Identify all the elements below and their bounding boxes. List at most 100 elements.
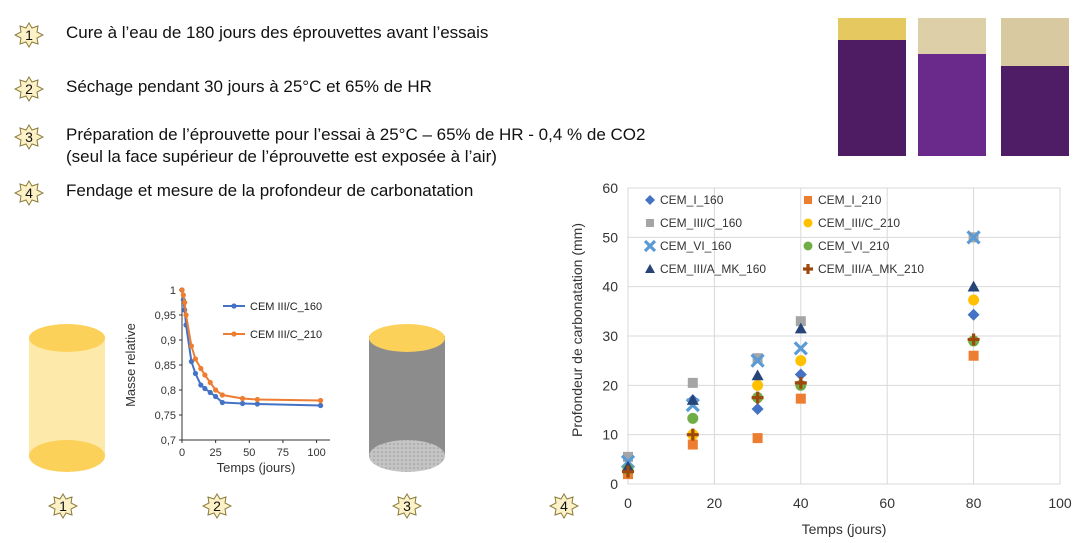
legend-marker bbox=[804, 196, 812, 204]
star-badge-icon: 2 bbox=[202, 493, 232, 519]
data-point bbox=[623, 451, 633, 462]
y-tick-label: 60 bbox=[602, 180, 618, 196]
data-point bbox=[202, 372, 208, 378]
x-tick-label: 0 bbox=[624, 495, 632, 511]
x-tick-label: 25 bbox=[210, 447, 222, 459]
legend-label: CEM_VI_160 bbox=[660, 239, 732, 253]
data-point bbox=[967, 308, 980, 321]
y-tick-label: 0,9 bbox=[161, 335, 176, 347]
svg-text:4: 4 bbox=[560, 498, 568, 514]
legend-label: CEM_I_210 bbox=[818, 193, 882, 207]
y-tick-label: 10 bbox=[602, 427, 618, 443]
data-point bbox=[213, 393, 219, 400]
legend-label: CEM_III/C_160 bbox=[660, 216, 742, 230]
data-point bbox=[752, 353, 763, 364]
data-point bbox=[795, 355, 807, 367]
legend-marker bbox=[645, 195, 655, 205]
x-axis-title: Temps (jours) bbox=[802, 521, 887, 537]
data-point bbox=[192, 356, 199, 362]
data-point bbox=[202, 385, 208, 392]
data-point bbox=[254, 401, 260, 407]
data-point bbox=[685, 397, 700, 413]
x-tick-label: 20 bbox=[707, 495, 723, 511]
svg-text:1: 1 bbox=[25, 27, 33, 43]
legend-label: CEM III/C_210 bbox=[250, 329, 322, 341]
step-4: 4 Fendage et mesure de la profondeur de … bbox=[14, 180, 473, 206]
y-tick-label: 0 bbox=[610, 476, 618, 492]
data-point bbox=[198, 382, 204, 388]
data-point bbox=[751, 369, 764, 381]
legend-label: CEM_III/A_MK_210 bbox=[818, 262, 924, 276]
y-tick-label: 40 bbox=[602, 279, 618, 295]
data-point bbox=[213, 387, 219, 393]
x-tick-label: 40 bbox=[793, 495, 809, 511]
data-point bbox=[794, 376, 807, 389]
data-point bbox=[687, 377, 698, 388]
data-point bbox=[207, 389, 213, 396]
data-point bbox=[794, 322, 807, 334]
data-point bbox=[751, 403, 764, 416]
data-point bbox=[182, 299, 188, 306]
star-badge-icon: 1 bbox=[48, 493, 78, 519]
data-point bbox=[966, 230, 981, 245]
star-badge-icon: 2 bbox=[14, 76, 44, 102]
series-group bbox=[622, 333, 980, 478]
data-point bbox=[219, 392, 225, 398]
y-tick-label: 30 bbox=[602, 328, 618, 344]
star-badge-icon: 4 bbox=[14, 180, 44, 206]
data-point bbox=[188, 343, 195, 349]
step-1: 1 Cure à l’eau de 180 jours des éprouvet… bbox=[14, 22, 488, 48]
y-axis-title: Profondeur de carbonatation (mm) bbox=[569, 223, 585, 437]
legend-marker bbox=[231, 331, 237, 337]
series-group bbox=[622, 280, 980, 472]
specimen-photo-1 bbox=[838, 18, 906, 156]
y-tick-label: 0,85 bbox=[155, 360, 176, 372]
svg-text:1: 1 bbox=[59, 498, 67, 514]
svg-text:3: 3 bbox=[403, 498, 411, 514]
data-point bbox=[967, 333, 980, 346]
data-point bbox=[687, 439, 698, 450]
y-tick-label: 0,8 bbox=[161, 385, 176, 397]
y-tick-label: 0,7 bbox=[161, 435, 176, 447]
legend-marker bbox=[803, 218, 813, 228]
data-point bbox=[967, 280, 980, 292]
data-point bbox=[317, 402, 324, 409]
data-point bbox=[795, 393, 806, 404]
data-point bbox=[686, 428, 699, 441]
legend-label: CEM_I_160 bbox=[660, 193, 724, 207]
step-text: Préparation de l’éprouvette pour l’essai… bbox=[66, 125, 646, 166]
data-point bbox=[686, 394, 699, 405]
x-tick-label: 100 bbox=[307, 447, 325, 459]
svg-text:2: 2 bbox=[213, 498, 221, 514]
mass-loss-chart: 1 0,95 0,9 0,85 0,8 0,75 0,70 25 50 75 100 Temps (j… bbox=[123, 285, 330, 475]
step-text: Séchage pendant 30 jours à 25°C et 65% d… bbox=[66, 77, 432, 96]
legend-label: CEM_III/A_MK_160 bbox=[660, 262, 766, 276]
data-point bbox=[751, 391, 764, 404]
y-tick-label: 20 bbox=[602, 377, 618, 393]
legend-label: CEM_III/C_210 bbox=[818, 216, 900, 230]
legend-marker bbox=[643, 239, 657, 253]
carbonation-depth-chart: 0 10 20 30 40 50 60 0 20 40 60 80 100 Temps (jours) Pr… bbox=[569, 180, 1072, 537]
data-point bbox=[968, 350, 979, 361]
x-tick-label: 75 bbox=[277, 447, 289, 459]
x-tick-label: 0 bbox=[179, 447, 185, 459]
y-tick-label: 0,75 bbox=[155, 410, 176, 422]
data-point bbox=[179, 287, 185, 293]
data-point bbox=[968, 294, 980, 306]
data-point bbox=[207, 379, 213, 386]
step-3: 3 Préparation de l’éprouvette pour l’ess… bbox=[14, 124, 645, 168]
legend-marker bbox=[645, 264, 655, 273]
data-point bbox=[795, 316, 806, 327]
star-badge-icon: 3 bbox=[392, 493, 422, 519]
legend-label: CEM III/C_160 bbox=[250, 301, 322, 313]
svg-text:4: 4 bbox=[25, 185, 33, 201]
data-point bbox=[183, 312, 189, 318]
x-tick-label: 80 bbox=[966, 495, 982, 511]
specimen-photo-2 bbox=[918, 18, 986, 156]
yellow-cylinder-icon bbox=[29, 324, 105, 472]
star-badge-icon: 4 bbox=[549, 493, 579, 519]
data-point bbox=[254, 396, 260, 403]
x-tick-label: 60 bbox=[879, 495, 895, 511]
data-point bbox=[752, 433, 763, 444]
data-point bbox=[239, 395, 246, 402]
